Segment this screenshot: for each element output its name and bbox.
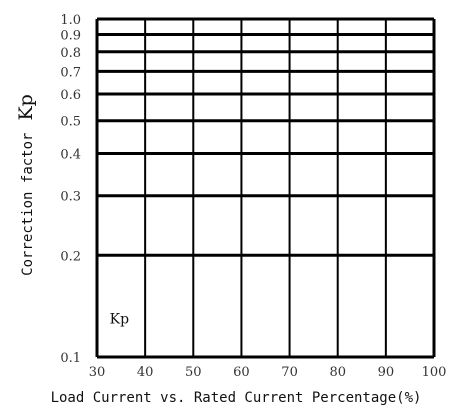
y-tick-label-0.8: 0.8	[60, 46, 81, 61]
grid	[95, 17, 436, 359]
x-tick-label-40: 40	[137, 365, 154, 380]
y-tick-label-0.3: 0.3	[60, 190, 81, 205]
y-tick-label-0.1: 0.1	[60, 351, 81, 366]
x-tick-label-70: 70	[281, 365, 298, 380]
x-axis-label: Load Current vs. Rated Current Percentag…	[51, 390, 422, 406]
y-tick-label-0.6: 0.6	[60, 88, 81, 103]
x-tick-label-60: 60	[233, 365, 250, 380]
svg-text:Correction factor Kp: Correction factor Kp	[15, 94, 37, 276]
y-tick-label-0.9: 0.9	[60, 28, 81, 43]
y-tick-label-0.2: 0.2	[60, 249, 81, 264]
y-axis-label-group: Correction factor Kp	[15, 94, 37, 276]
x-tick-label-80: 80	[329, 365, 346, 380]
tick-labels: 1.00.9 0.8 0.7 0.6 0.5 0.4 0.3 0.2 0.1 30 40 50 60 70…	[60, 13, 446, 380]
x-tick-label-90: 90	[378, 365, 395, 380]
y-axis-label: Correction factor	[20, 133, 36, 276]
y-tick-label-0.5: 0.5	[60, 115, 81, 130]
x-tick-label-100: 100	[422, 365, 447, 380]
y-tick-label-0.7: 0.7	[60, 65, 81, 80]
annotation-kp: Kp	[110, 311, 129, 327]
y-tick-label-1.0: 1.0	[60, 13, 81, 28]
x-tick-label-50: 50	[185, 365, 202, 380]
y-axis-symbol: Kp	[15, 94, 37, 120]
x-tick-label-30: 30	[89, 365, 106, 380]
y-tick-label-0.4: 0.4	[60, 148, 81, 163]
